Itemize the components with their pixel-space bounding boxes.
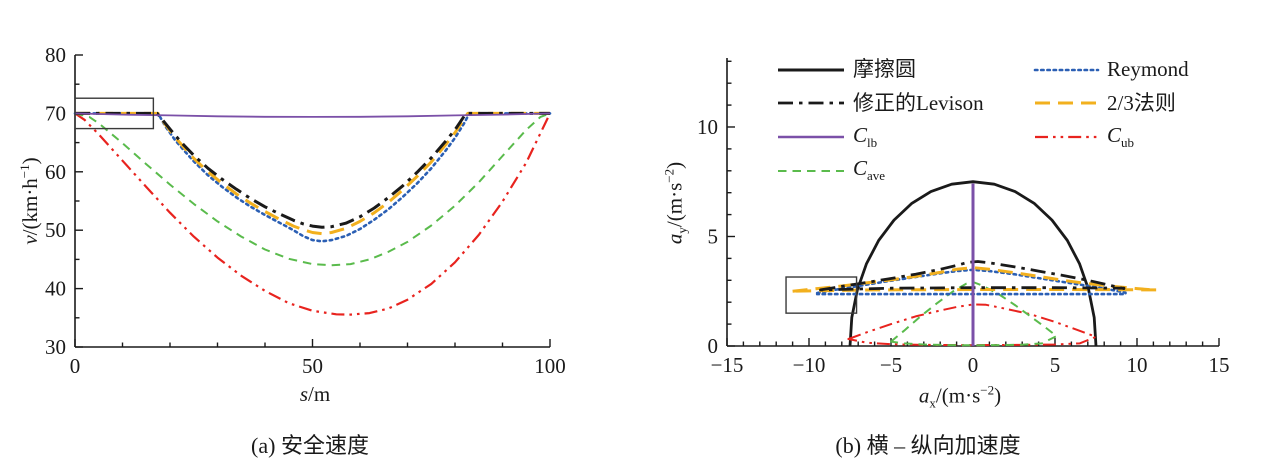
legend-item-c-ub: Cub	[1033, 120, 1189, 154]
y-tick-label: 40	[45, 277, 66, 301]
legend-label-c-ave: Cave	[853, 156, 886, 184]
legend-line-sample-reymond	[1033, 68, 1100, 72]
y-tick-label: 30	[45, 335, 66, 359]
legend-line-sample-c-lb	[778, 135, 844, 139]
chart-b: −15 −10 −5 0 5 10 15 0 5 10	[697, 58, 1230, 377]
chart-b-y-axis-label: ay/(m·s−2)	[661, 161, 690, 245]
chart-a-x-axis-label: s/m	[299, 382, 331, 406]
y-axis-var-a: v	[18, 235, 42, 245]
x-tick-label: 5	[1050, 353, 1061, 377]
legend-item-c-lb: Clb	[776, 120, 984, 154]
legend-label-friction-circle: 摩擦圆	[853, 57, 916, 82]
series-two-thirds-rule	[75, 111, 550, 236]
y-tick-label: 80	[45, 43, 66, 67]
legend-item-modified-levison: 修正的Levison	[776, 87, 984, 121]
y-tick-label: 10	[697, 115, 718, 139]
legend-column-2: Reymond 2/3法则 Cub	[1033, 53, 1189, 154]
caption-chart-b: (b) 横 – 纵向加速度	[835, 433, 1021, 458]
series-c-ub	[847, 303, 1097, 347]
legend-item-two-thirds-rule: 2/3法则	[1033, 87, 1189, 121]
legend-item-reymond: Reymond	[1033, 53, 1189, 87]
series-friction-circle	[848, 180, 1098, 347]
legend-label-c-lb: Clb	[853, 122, 878, 151]
series-c-ave	[74, 112, 551, 267]
series-c-ub	[74, 112, 551, 316]
legend-column-1: 摩擦圆修正的Levison Clb Cave	[776, 53, 984, 187]
legend-line-sample-c-ave	[778, 169, 844, 172]
series-modified-levison	[819, 260, 1126, 292]
legend-label-reymond: Reymond	[1107, 57, 1189, 82]
inset-zoom-box	[74, 97, 155, 130]
chart-a-y-axis-label: v/(km·h−1)	[17, 157, 42, 245]
x-tick-label: 10	[1127, 353, 1148, 377]
legend-line-sample-c-ub	[1035, 135, 1098, 139]
series-c-lb	[74, 112, 551, 118]
series-two-thirds-rule	[791, 266, 1159, 293]
x-tick-label: 15	[1209, 353, 1230, 377]
y-tick-label: 60	[45, 160, 66, 184]
legend-label-modified-levison: 修正的Levison	[853, 90, 984, 115]
x-tick-label: −5	[880, 353, 902, 377]
series-reymond	[815, 268, 1127, 296]
legend-line-sample-friction-circle	[778, 68, 844, 72]
x-tick-label: 0	[968, 353, 979, 377]
chart-b-x-axis-label: ax/(m·s−2)	[918, 382, 1002, 411]
inset-zoom-box	[785, 276, 858, 314]
x-tick-label: 0	[70, 354, 81, 378]
legend-item-c-ave: Cave	[776, 154, 984, 188]
series-reymond	[73, 112, 552, 243]
series-modified-levison	[75, 111, 550, 229]
legend-label-two-thirds-rule: 2/3法则	[1107, 90, 1176, 115]
x-axis-var-a: s	[299, 382, 309, 406]
legend-line-sample-modified-levison	[778, 101, 844, 105]
legend-label-c-ub: Cub	[1107, 122, 1135, 151]
caption-chart-a: (a) 安全速度	[251, 433, 369, 458]
y-axis-var-b: a	[662, 233, 687, 245]
y-tick-label: 5	[708, 224, 719, 248]
x-tick-label: 100	[534, 354, 566, 378]
x-tick-label: −10	[793, 353, 826, 377]
y-tick-label: 50	[45, 218, 66, 242]
x-tick-label: 50	[302, 354, 323, 378]
y-tick-label: 70	[45, 101, 66, 125]
y-tick-label: 0	[708, 334, 719, 358]
x-tick-label: −15	[711, 353, 744, 377]
chart-a: 0 50 100 30 40 50 60 70 80	[45, 43, 566, 378]
legend-item-friction-circle: 摩擦圆	[776, 53, 984, 87]
legend-line-sample-two-thirds-rule	[1035, 101, 1098, 105]
x-axis-var-b: a	[918, 383, 930, 408]
